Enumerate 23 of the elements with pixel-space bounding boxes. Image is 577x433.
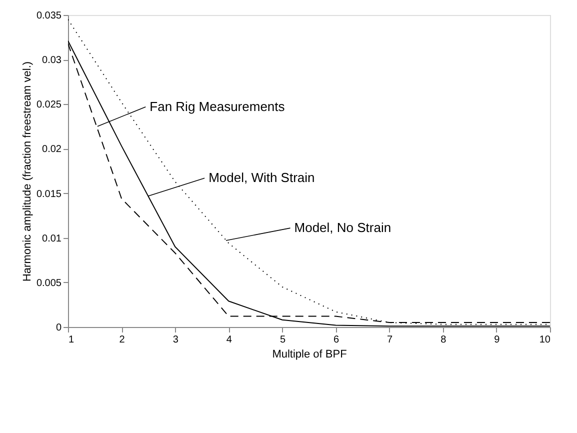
x-tick-label: 4: [226, 334, 232, 346]
annotation: Fan Rig Measurements: [150, 98, 286, 114]
x-tick-label: 10: [539, 334, 551, 346]
y-tick-label: 0: [56, 322, 62, 334]
x-tick-label: 8: [440, 334, 447, 346]
y-tick-label: 0.035: [36, 10, 62, 22]
x-axis-title: Multiple of BPF: [272, 348, 348, 360]
y-tick-label: 0.03: [42, 55, 62, 66]
y-tick-label: 0.025: [36, 100, 62, 111]
x-tick-label: 6: [333, 334, 340, 346]
y-tick-label: 0.015: [36, 188, 62, 200]
x-tick-label: 5: [280, 334, 286, 346]
x-tick-label: 7: [387, 334, 394, 346]
y-tick-label: 0.02: [42, 144, 62, 156]
x-tick-label: 3: [172, 334, 179, 346]
y-axis-title: Harmonic amplitude (fraction freestream vel.): [21, 61, 34, 282]
annotation: Model, No Strain: [294, 220, 392, 236]
x-tick-label: 1: [68, 334, 74, 346]
annotation: Model, With Strain: [208, 170, 315, 186]
y-tick-label: 0.01: [42, 233, 62, 244]
x-tick-label: 2: [119, 334, 126, 346]
x-tick-label: 9: [494, 334, 500, 346]
y-tick-label: 0.005: [36, 278, 62, 289]
